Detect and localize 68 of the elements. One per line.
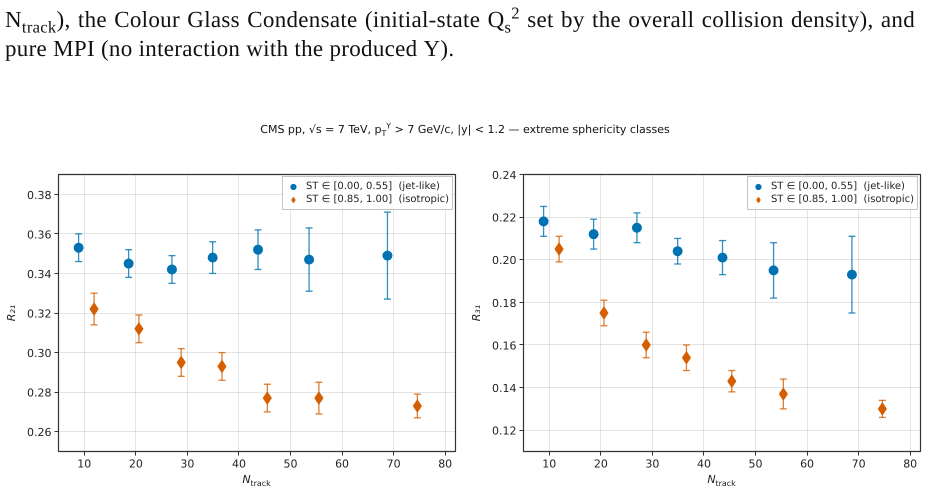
point [262,392,272,405]
x-tick-label: 10 [77,458,92,470]
y-axis-title: R₃₁ [470,304,484,322]
text: CMS pp, √s = 7 TeV, p$_{T}$$^{Υ}$ > 7 GeV/c, |y| < 1.2 — extreme sphericity classes [259,120,671,138]
point [846,270,857,280]
point [314,392,324,405]
x-tick-label: 80 [438,458,452,470]
x-axis-title: N$_{track}$ [242,473,271,488]
x-axis-title: N$_{track}$ [707,473,736,488]
x-tick-label: 70 [852,458,866,470]
point [768,265,779,276]
point [90,302,99,316]
text: N$_{track}$), the Colour Glass Condensate (initial-state Q$_{s}$$^{2}$ set by the overall collision density), and pure MPI (no interaction with the produced Υ). [5,3,916,61]
x-tick-label: 10 [542,458,556,470]
point [599,306,608,320]
point [124,258,134,269]
legend-label: ST ∈ [0.00, 0.55] (jet-like) [770,180,905,193]
point [134,322,144,336]
point [718,252,728,263]
y-tick-label: 0.26 [27,426,52,440]
point [217,360,226,373]
y-tick-label: 0.36 [27,228,52,242]
x-tick-label: 80 [903,458,918,470]
point [632,222,642,233]
y-tick-label: 0.30 [27,347,52,360]
point [878,402,887,416]
y-tick-label: 0.38 [27,188,52,202]
point [412,399,422,412]
x-tick-label: 30 [645,458,660,470]
x-tick-label: 40 [232,458,246,470]
y-tick-label: 0.12 [492,424,517,438]
legend-label: ST ∈ [0.85, 1.00] (isotropic) [770,193,914,206]
x-tick-label: 70 [386,458,401,470]
point [304,254,314,265]
y-tick-label: 0.22 [492,212,517,225]
y-axis-title: R₂₁ [5,304,18,322]
legend-label: ST ∈ [0.85, 1.00] (isotropic) [306,193,449,206]
point [253,244,264,255]
point [176,356,186,369]
y-tick-label: 0.16 [492,339,517,352]
x-tick-label: 20 [128,458,143,470]
y-tick-label: 0.34 [27,268,52,281]
point [588,229,599,240]
x-tick-label: 60 [335,458,350,470]
x-tick-label: 50 [284,458,298,470]
legend-label: ST ∈ [0.00, 0.55] (jet-like) [306,180,440,193]
x-tick-label: 30 [180,458,194,470]
x-tick-label: 50 [748,458,763,470]
point [208,252,218,263]
y-tick-label: 0.32 [27,308,52,320]
x-tick-label: 40 [696,458,711,470]
y-tick-label: 0.18 [492,296,517,310]
y-tick-label: 0.20 [492,254,517,268]
point [554,242,564,256]
point [538,216,549,226]
x-tick-label: 60 [800,458,814,470]
y-tick-label: 0.24 [492,169,517,182]
point [382,250,392,261]
point [166,264,177,274]
point [778,387,788,400]
y-tick-label: 0.14 [492,382,517,396]
point [727,374,736,388]
point [74,242,84,253]
y-tick-label: 0.28 [27,386,52,400]
x-tick-label: 20 [594,458,608,470]
point [642,338,651,352]
point [672,246,683,256]
point [682,351,691,364]
